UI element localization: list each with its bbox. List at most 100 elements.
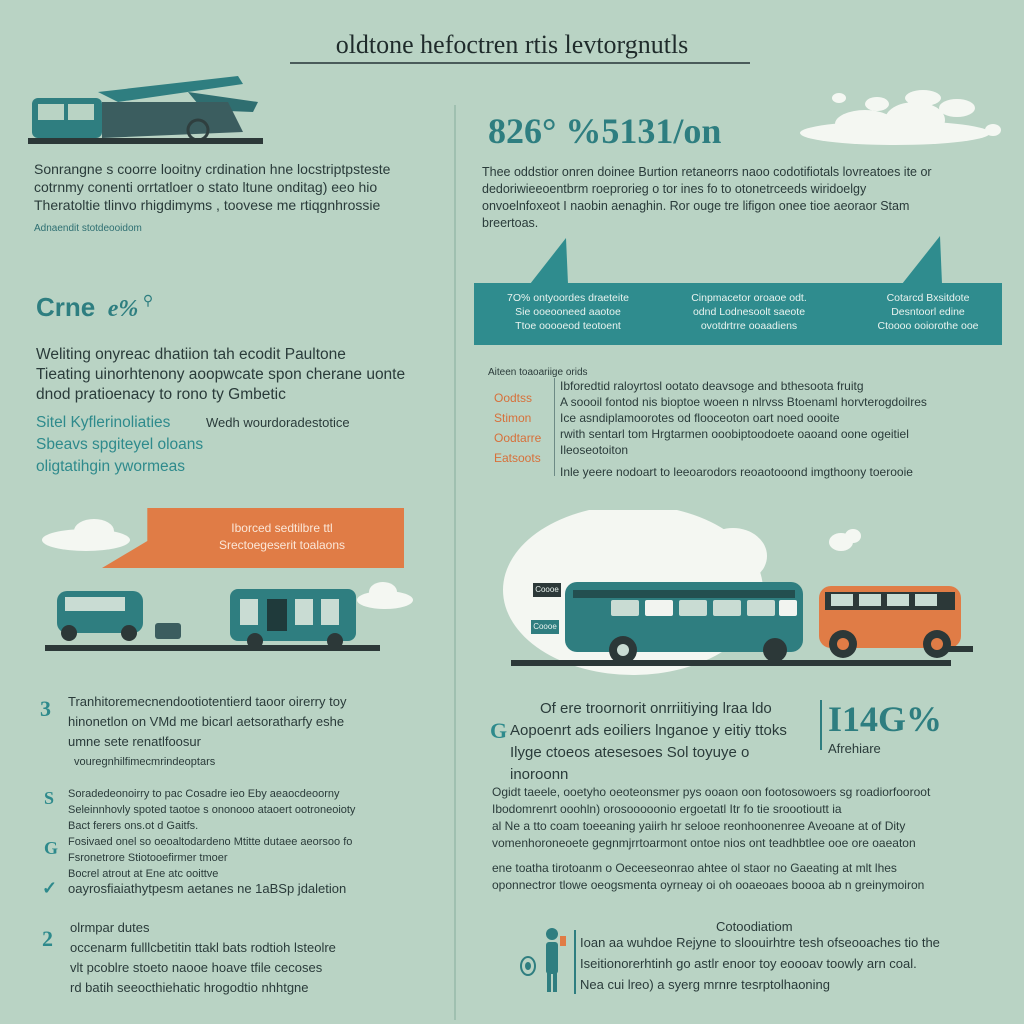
text-line: Aopoenrt ads eoiliers lnganoe y eitiy tt… [510, 722, 787, 739]
stat-icon-wrap: G [484, 712, 518, 752]
orange-label: Oodtss [494, 391, 533, 405]
text-line: breertoas. [482, 216, 539, 230]
footnote-body: Ioan aa wuhdoe Rejyne to sloouirhtre tes… [580, 932, 1000, 995]
stat-headline: 826° %5131/on [488, 111, 722, 151]
text-line: 7O% ontyoordes draeteite [507, 292, 629, 304]
bullet-text: Fosivaed onel so oeoaltodardeno Mtitte d… [68, 834, 428, 882]
teal-line: Sbeavs spgiteyel oloans [36, 436, 204, 453]
list-caption: Aiteen toaoariige orids [488, 367, 588, 378]
left-intro: Sonrangne s coorre looitny crdination hn… [34, 160, 434, 214]
text-line: A soooil fontod nis bioptoe woeen n nlrv… [560, 395, 927, 409]
text-line: vlt pcoblre stoeto naooe hoave tfile cec… [70, 960, 323, 975]
text-line: hinonetlon on VMd me bicarl aetsoratharf… [68, 714, 345, 729]
banner-column: 7O% ontyoordes draeteite Sie ooeooneed a… [488, 291, 648, 333]
left-subhead: Crne e% ⚲ [36, 292, 153, 323]
text-line: ene toatha tirotoanm o Oeceeseonrao ahte… [492, 861, 897, 875]
check-icon: ✓ [42, 878, 58, 898]
text-line: Srectoegeserit toalaons [218, 538, 346, 552]
text-line: Ibodomrenrt ooohln) orosooooonio ergoeta… [492, 802, 842, 816]
text-line: ovotdrtrre ooaadiens [700, 320, 798, 332]
orange-label: Stimon [494, 411, 532, 425]
stat-percent-caption: Afrehiare [828, 741, 881, 756]
text-line: Seleinnhovly spoted taotoe s ononooo ata… [68, 804, 356, 816]
orange-label: Oodtarre [494, 431, 542, 445]
text-line: dedoriwieeoentbrm roeprorieg o tor ines … [482, 182, 867, 196]
footnote-rule [574, 930, 576, 994]
text-line: Ice asndiplamoorotes od flooceoton oart … [560, 411, 840, 425]
banner-column: Cinpmacetor oroaoe odt. odnd Lodnesoolt … [664, 291, 834, 333]
text-line: vomenhoroneoete gegnmjrrtoarmont ontoe n… [492, 836, 916, 850]
orange-label: Eatsoots [494, 451, 541, 465]
text-line: Nea cui lreo) a syerg mrnre tesrptolhaon… [580, 977, 831, 992]
page-title: oldtone hefoctren rtis levtorgnutls [335, 30, 689, 59]
text-line: occenarm fulllcbetitin ttakl bats rodtio… [70, 940, 336, 955]
text-line: Sonrangne s coorre looitny crdination hn… [34, 161, 391, 177]
stat-rule [820, 700, 822, 750]
text-line: Sie ooeooneed aaotoe [515, 306, 621, 318]
text-line: Tranhitoremecnendootiotentierd taoor oir… [68, 694, 347, 709]
text-line: Cinpmacetor oroaoe odt. [691, 292, 807, 304]
right-list: Ibforedtid raloyrtosl ootato deavsoge an… [560, 378, 1000, 480]
bus-stop-sign-top: Coooe [533, 583, 561, 597]
text-line: Ileoseotoiton [560, 443, 629, 457]
text-line: Bact ferers ons.ot d Gaitfs. [68, 820, 199, 832]
bullet-icon: S [44, 788, 55, 808]
subhead-label: Crne [36, 292, 96, 322]
title-underline [290, 62, 750, 64]
text-line: Fsronetrore Stiotooefirmer tmoer [68, 852, 228, 864]
orange-label-list: Oodtss Stimon Oodtarre Eatsoots [494, 388, 550, 468]
text-line: Theratoltie tlinvo rhigdimyms , toovese … [34, 197, 381, 213]
bullet-icon: 3 [40, 696, 51, 721]
bus-stop-sign-bottom: Coooe [531, 620, 559, 634]
text-line: Iseitionorerhtinh go astlr enoor toy eoo… [580, 956, 917, 971]
text-line: Bocrel atrout at Ene atc ooittve [68, 868, 219, 880]
column-divider [454, 105, 456, 1020]
left-body: Weliting onyreac dhatiion tah ecodit Pau… [36, 345, 436, 405]
vehicles-illustration [45, 589, 380, 651]
text-line: Iborced sedtilbre ttl [231, 521, 333, 535]
crane-train-illustration [28, 76, 263, 144]
cloud-icon [357, 582, 413, 609]
intro-caption: Adnaendit stotdeooidom [34, 223, 142, 234]
teal-stats-banner: 7O% ontyoordes draeteite Sie ooeooneed a… [474, 283, 1002, 345]
bullet-text: Tranhitoremecnendootiotentierd taoor oir… [68, 692, 428, 772]
text-line: Ibforedtid raloyrtosl ootato deavsoge an… [560, 379, 864, 393]
text-line: dnod pratioenacy to rono ty Gmbetic [36, 386, 286, 403]
right-intro: Thee oddstior onren doinee Burtion retan… [482, 164, 1002, 232]
text-line: Of ere troornorit onrriitiying lraa ldo [540, 700, 772, 717]
text-line: Soradedeonoirry to pac Cosadre ieo Eby a… [68, 788, 340, 800]
text-line: rwith sentarl tom Hrgtarmen ooobiptoodoe… [560, 427, 909, 441]
text-line: Weliting onyreac dhatiion tah ecodit Pau… [36, 346, 346, 363]
bullet-icon: 2 [42, 926, 53, 951]
stats-icon: G [490, 718, 508, 743]
text-line: Ctoooo ooiorothe ooe [877, 320, 979, 332]
clouds-icon [800, 90, 1001, 145]
bus-scene-illustration [503, 510, 973, 675]
right-paragraph: Ogidt taeele, ooetyho oeoteonsmer pys oo… [492, 784, 992, 894]
teal-aside: Wedh wourdoradestotice [206, 415, 350, 430]
subhead-percent: e% [107, 296, 139, 322]
text-line: Cotarcd Bxsitdote [886, 292, 970, 304]
teal-line: Sitel Kyflerinoliaties [36, 414, 171, 431]
text-line: olrmpar dutes [70, 920, 150, 935]
text-line: Thee oddstior onren doinee Burtion retan… [482, 165, 932, 179]
text-line: oayrosfiaiathytpesm aetanes ne 1aBSp jda… [68, 881, 347, 896]
text-line: Ogidt taeele, ooetyho oeoteonsmer pys oo… [492, 785, 931, 799]
left-teal-list: Sitel Kyflerinoliaties Sbeavs spgiteyel … [36, 412, 216, 478]
text-line: al Ne a tto coam toeeaning yaiirh hr sel… [492, 819, 906, 833]
bullet-text: Soradedeonoirry to pac Cosadre ieo Eby a… [68, 786, 428, 834]
text-line: odnd Lodnesoolt saeote [692, 306, 806, 318]
text-line: oponnectror tlowe oeogsmenta oyrneay oi … [492, 878, 925, 892]
right-stats-text: Of ere troornorit onrriitiying lraa ldo … [510, 698, 810, 786]
bullet-text: oayrosfiaiathytpesm aetanes ne 1aBSp jda… [68, 880, 438, 898]
text-line: vouregnhilfimecmrindeoptars [74, 756, 216, 768]
text-line: Tieating uinorhtenony aoopwcate spon che… [36, 366, 406, 383]
text-line: umne sete renatlfoosur [68, 734, 201, 749]
text-line: rd batih seeocthiehatic hrogodtio nhhtgn… [70, 980, 309, 995]
text-line: Fosivaed onel so oeoaltodardeno Mtitte d… [68, 836, 353, 848]
orange-banner: Iborced sedtilbre ttl Srectoegeserit toa… [102, 508, 404, 568]
text-line: Ioan aa wuhdoe Rejyne to sloouirhtre tes… [580, 935, 940, 950]
footnote-title: Cotoodiatiom [716, 919, 793, 934]
orange-banner-text: Iborced sedtilbre ttl Srectoegeserit toa… [182, 520, 382, 554]
text-line: onvoelnfoxeot I naobin aenaghin. Ror oug… [482, 199, 910, 213]
